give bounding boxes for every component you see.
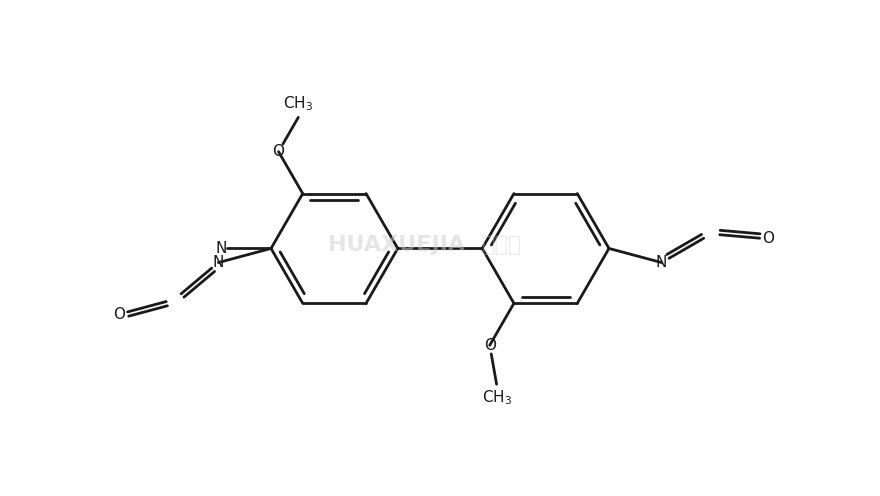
Text: CH$_3$: CH$_3$ bbox=[283, 94, 313, 113]
Text: O: O bbox=[762, 232, 774, 247]
Text: N: N bbox=[213, 255, 224, 270]
Text: O: O bbox=[273, 144, 284, 159]
Text: CH$_3$: CH$_3$ bbox=[481, 389, 511, 407]
Text: 化学加: 化学加 bbox=[481, 235, 522, 255]
Text: HUAXUEJIA: HUAXUEJIA bbox=[327, 235, 465, 255]
Text: N: N bbox=[656, 255, 667, 270]
Text: O: O bbox=[484, 338, 495, 353]
Text: O: O bbox=[114, 307, 125, 321]
Text: N: N bbox=[216, 241, 227, 256]
